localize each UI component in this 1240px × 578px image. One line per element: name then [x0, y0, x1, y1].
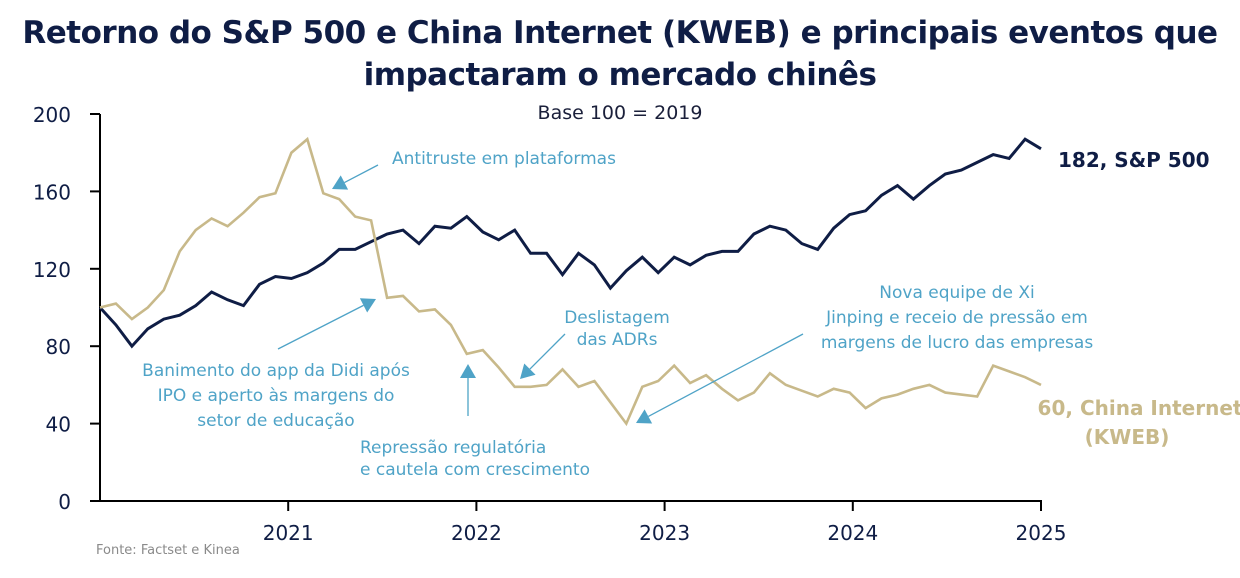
x-tick-label: 2021 [263, 521, 314, 545]
y-tick-label: 40 [46, 413, 71, 437]
annotation-antitruste: Antitruste em plataformas [392, 149, 616, 169]
series-group [98, 136, 1042, 427]
y-tick-label: 120 [33, 258, 71, 282]
annotation-arrow-didi [277, 298, 376, 350]
axes: 0 40 80 120 160 200 2021 2022 2023 2024 2025 [33, 103, 1067, 545]
y-tick-label: 160 [33, 180, 71, 204]
annotation-didi: Banimento do app da Didi após IPO e apert… [142, 361, 410, 431]
y-tick-label: 200 [33, 103, 71, 127]
end-label-kweb: 60, China Internet (KWEB) [1038, 396, 1240, 449]
annotation-arrow-antitruste [332, 164, 379, 190]
annotations-group: Antitruste em plataformas Banimento do ap… [142, 149, 1093, 480]
annotation-repressao: Repressão regulatória e cautela com cresc… [360, 438, 590, 480]
series-line-kweb [99, 136, 1042, 427]
annotation-arrow-repressao [460, 364, 476, 416]
chart-title: Retorno do S&P 500 e China Internet (KWE… [0, 12, 1240, 96]
x-tick-label: 2025 [1016, 521, 1067, 545]
y-tick-label: 0 [58, 490, 71, 514]
x-tick-label: 2022 [451, 521, 502, 545]
end-label-sp500: 182, S&P 500 [1058, 148, 1210, 172]
end-labels-group: 182, S&P 500 60, China Internet (KWEB) [1038, 148, 1240, 449]
y-tick-label: 80 [46, 335, 71, 359]
chart-title-line2: impactaram o mercado chinês [363, 57, 877, 93]
annotation-xi: Nova equipe de Xi Jinping e receio de pre… [821, 283, 1094, 353]
annotation-deslistagem: Deslistagem das ADRs [564, 308, 670, 350]
source-note: Fonte: Factset e Kinea [96, 543, 240, 558]
series-line-sp500 [98, 137, 1042, 349]
chart-title-line1: Retorno do S&P 500 e China Internet (KWE… [22, 15, 1218, 51]
chart-subtitle: Base 100 = 2019 [537, 102, 703, 124]
x-tick-label: 2024 [827, 521, 878, 545]
annotation-arrow-deslistagem [520, 333, 566, 379]
annotation-arrow-xi [636, 333, 804, 424]
x-tick-label: 2023 [639, 521, 690, 545]
